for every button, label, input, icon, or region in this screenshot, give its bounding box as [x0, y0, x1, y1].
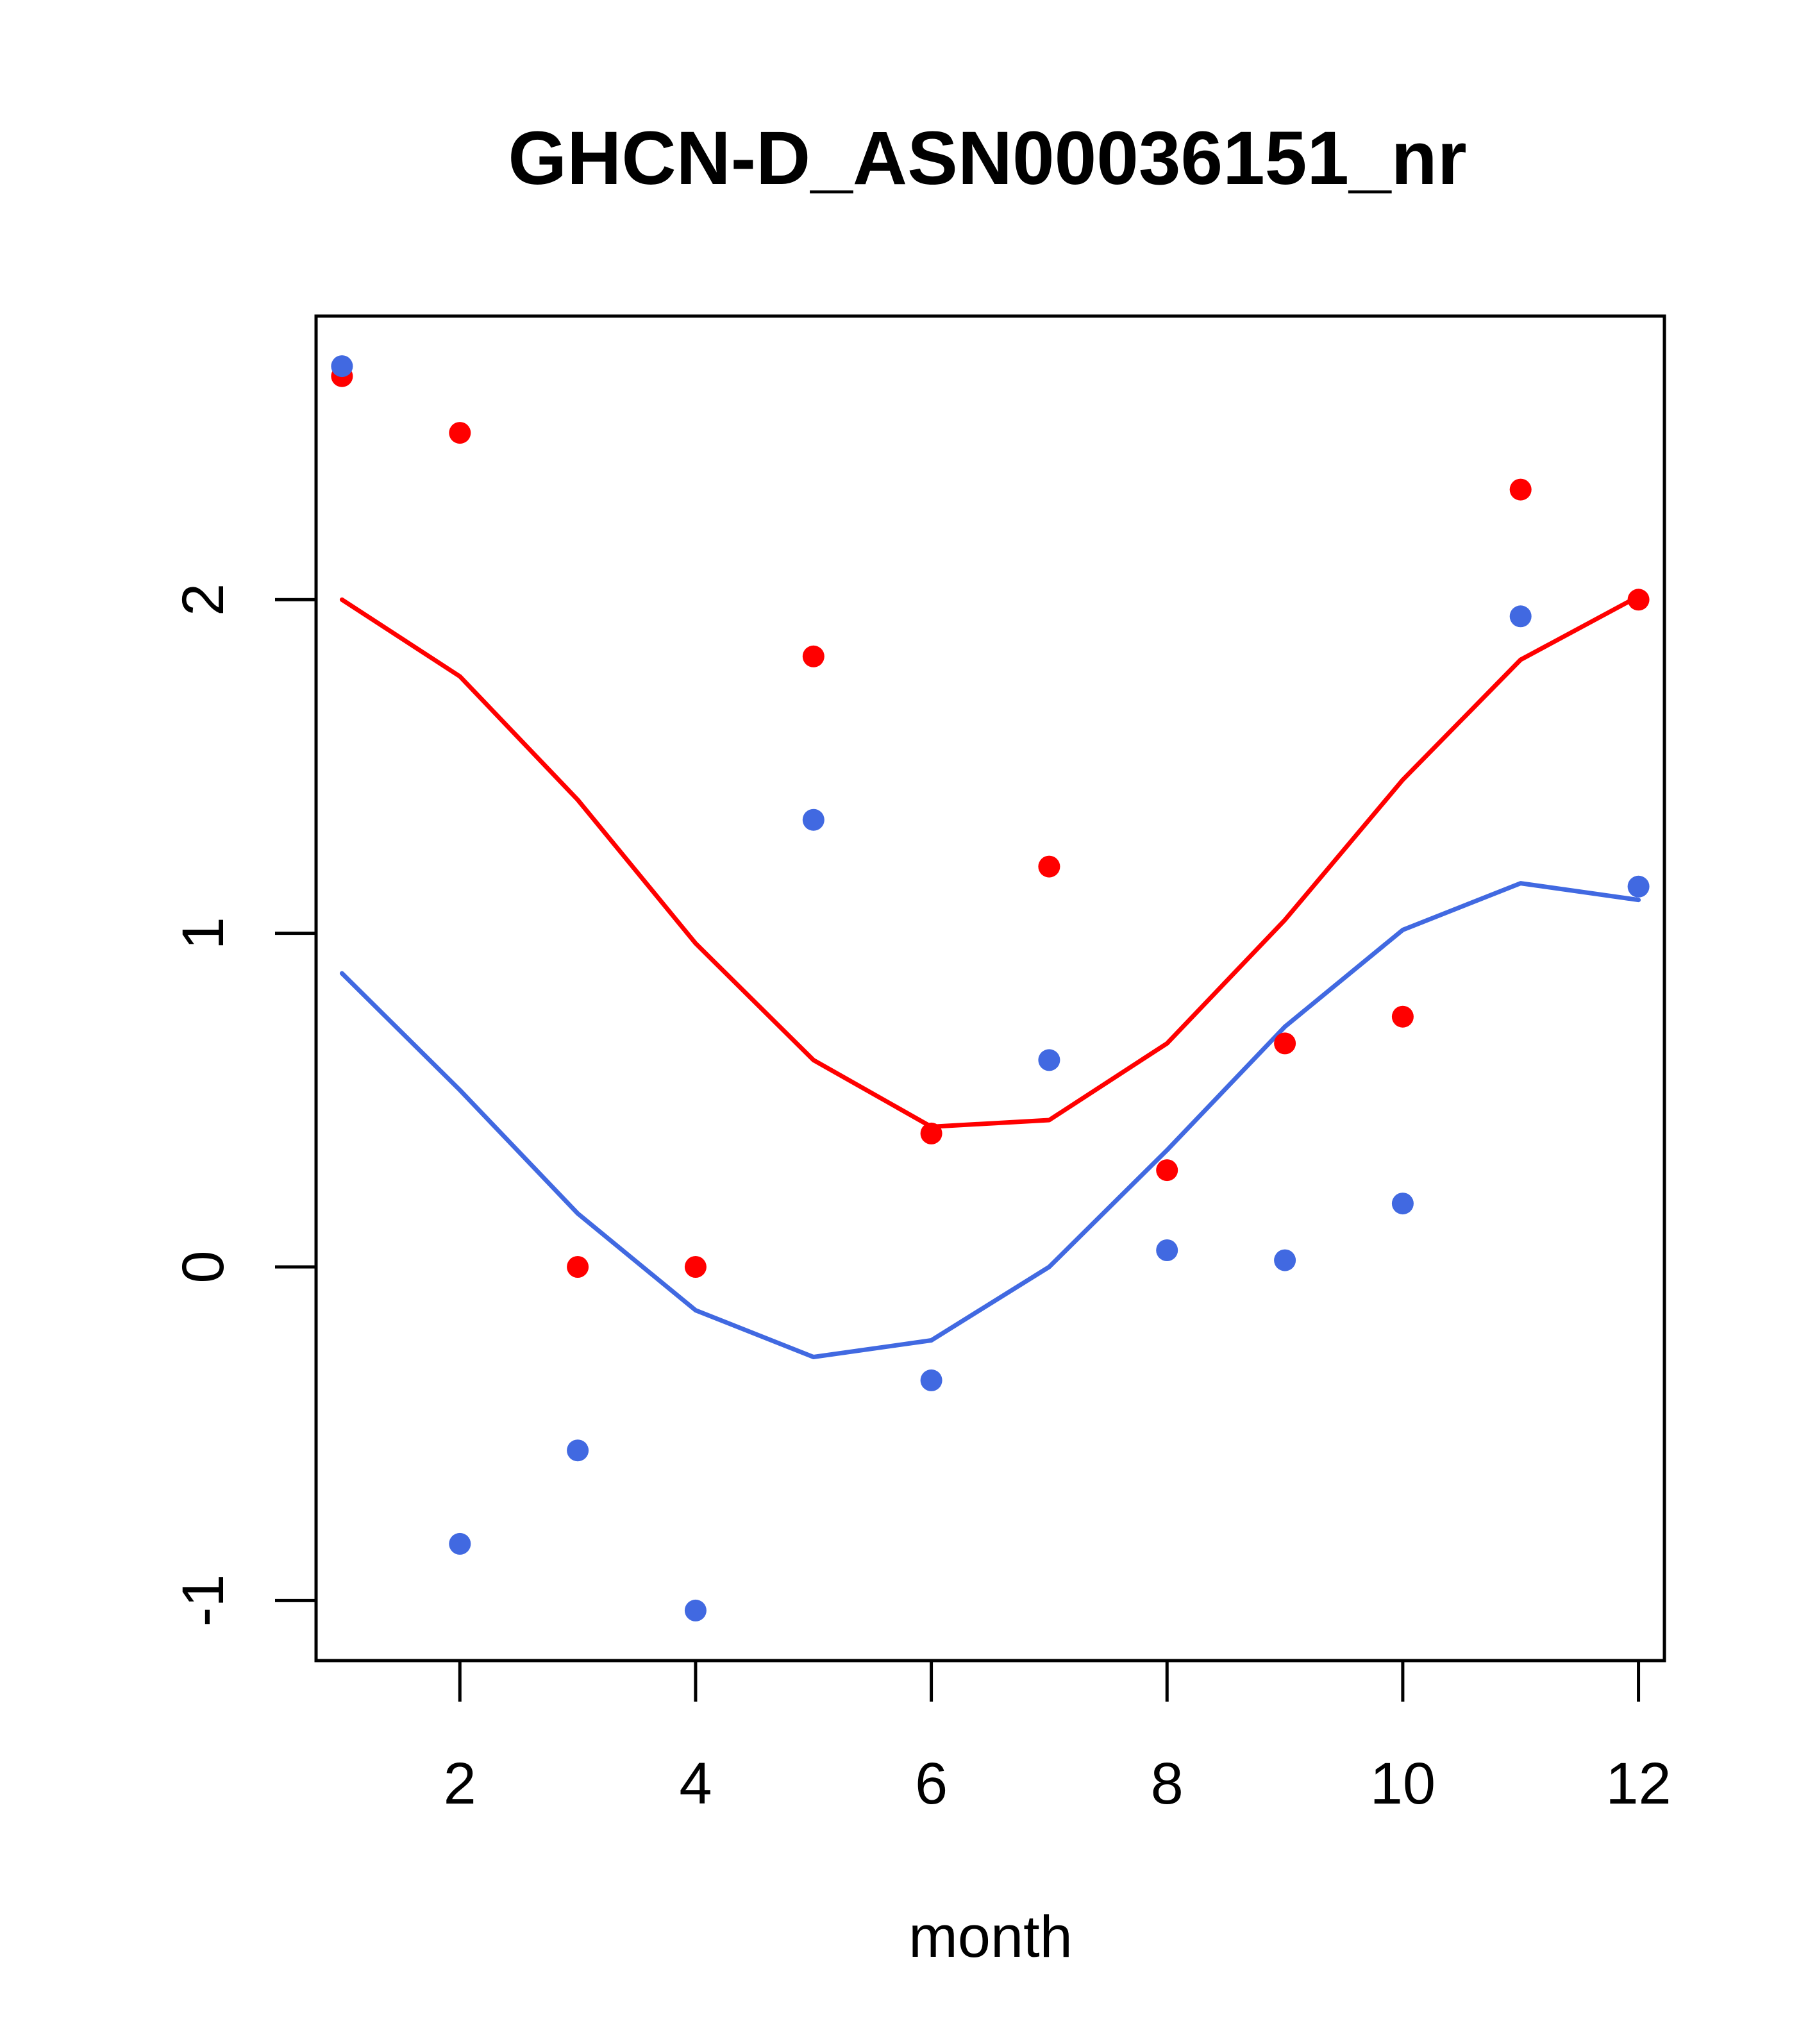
red-point: [802, 645, 825, 667]
blue-point: [684, 1599, 707, 1621]
series-points: [331, 355, 1650, 1621]
x-tick-label: 12: [1605, 1751, 1671, 1816]
y-tick-label: 0: [171, 1250, 236, 1283]
red-point: [1509, 478, 1532, 501]
red-point: [920, 1122, 942, 1144]
y-axis: -1 0 1 2: [171, 583, 316, 1627]
x-tick-label: 10: [1370, 1751, 1436, 1816]
x-tick-label: 4: [679, 1751, 712, 1816]
x-axis-label: month: [908, 1904, 1073, 1970]
chart-title: GHCN-D_ASN00036151_nr: [508, 116, 1466, 201]
x-tick-label: 6: [915, 1751, 948, 1816]
blue-point: [449, 1532, 471, 1555]
blue-point: [1038, 1049, 1060, 1071]
blue-point: [1509, 605, 1532, 628]
x-axis: 2 4 6 8 10 12: [444, 1661, 1671, 1816]
blue-point: [567, 1439, 589, 1462]
red-point: [1274, 1032, 1296, 1055]
blue-point: [802, 808, 825, 831]
x-tick-label: 8: [1151, 1751, 1184, 1816]
series-lines: [339, 594, 1641, 1359]
red-line: [339, 594, 1641, 1129]
red-point: [449, 422, 471, 444]
plot-box: [314, 314, 1666, 1663]
y-tick-label: -1: [171, 1574, 236, 1627]
blue-point: [1274, 1249, 1296, 1271]
blue-point: [1156, 1239, 1178, 1261]
red-point: [1038, 855, 1060, 878]
y-tick-label: 2: [171, 583, 236, 616]
red-point: [1156, 1159, 1178, 1182]
red-point: [1391, 1005, 1414, 1028]
blue-point: [331, 355, 353, 378]
blue-point: [920, 1369, 942, 1391]
blue-point: [1391, 1193, 1414, 1215]
blue-point: [1627, 875, 1650, 898]
red-point: [1627, 589, 1650, 611]
red-point: [684, 1256, 707, 1278]
red-point: [567, 1256, 589, 1278]
x-tick-label: 2: [444, 1751, 476, 1816]
y-tick-label: 1: [171, 917, 236, 950]
blue-line: [339, 881, 1641, 1359]
